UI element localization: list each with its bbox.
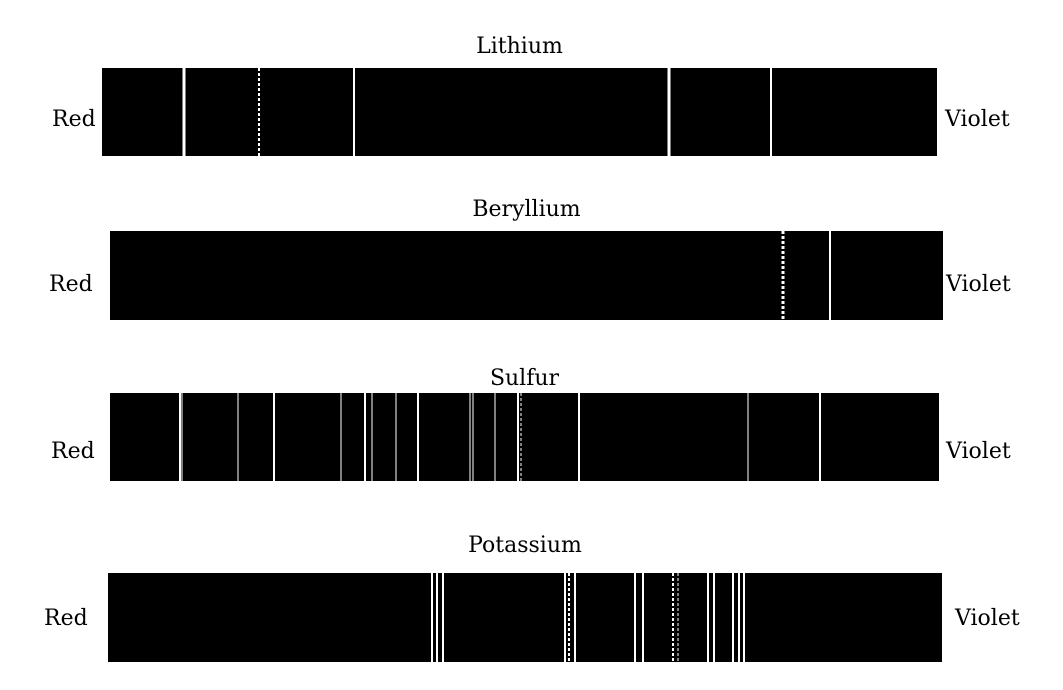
violet-end-label: Violet [945,107,1010,132]
strip-background [108,573,942,662]
spectrum-strip [110,231,943,320]
red-end-label: Red [51,439,95,464]
element-title: Potassium [468,533,582,558]
red-end-label: Red [52,107,96,132]
violet-end-label: Violet [955,606,1020,631]
spectrum-lithium: Lithium Red Violet [0,0,1063,170]
strip-background [110,393,939,481]
spectrum-strip [108,573,942,662]
strip-background [110,231,943,320]
violet-end-label: Violet [946,439,1011,464]
spectrum-beryllium: Beryllium Red Violet [0,0,1063,340]
element-title: Lithium [476,34,563,59]
strip-background [102,68,937,156]
red-end-label: Red [49,272,93,297]
element-title: Sulfur [489,366,560,391]
spectrum-strip [110,393,939,481]
spectrum-sulfur: Sulfur Red Violet [51,366,1011,481]
element-title: Beryllium [472,197,581,222]
red-end-label: Red [44,606,88,631]
violet-end-label: Violet [946,272,1011,297]
spectrum-strip [102,68,937,156]
